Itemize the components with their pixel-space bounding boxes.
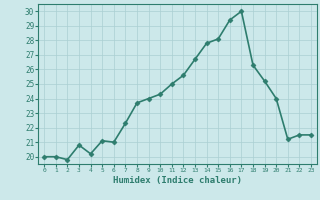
X-axis label: Humidex (Indice chaleur): Humidex (Indice chaleur) xyxy=(113,176,242,185)
